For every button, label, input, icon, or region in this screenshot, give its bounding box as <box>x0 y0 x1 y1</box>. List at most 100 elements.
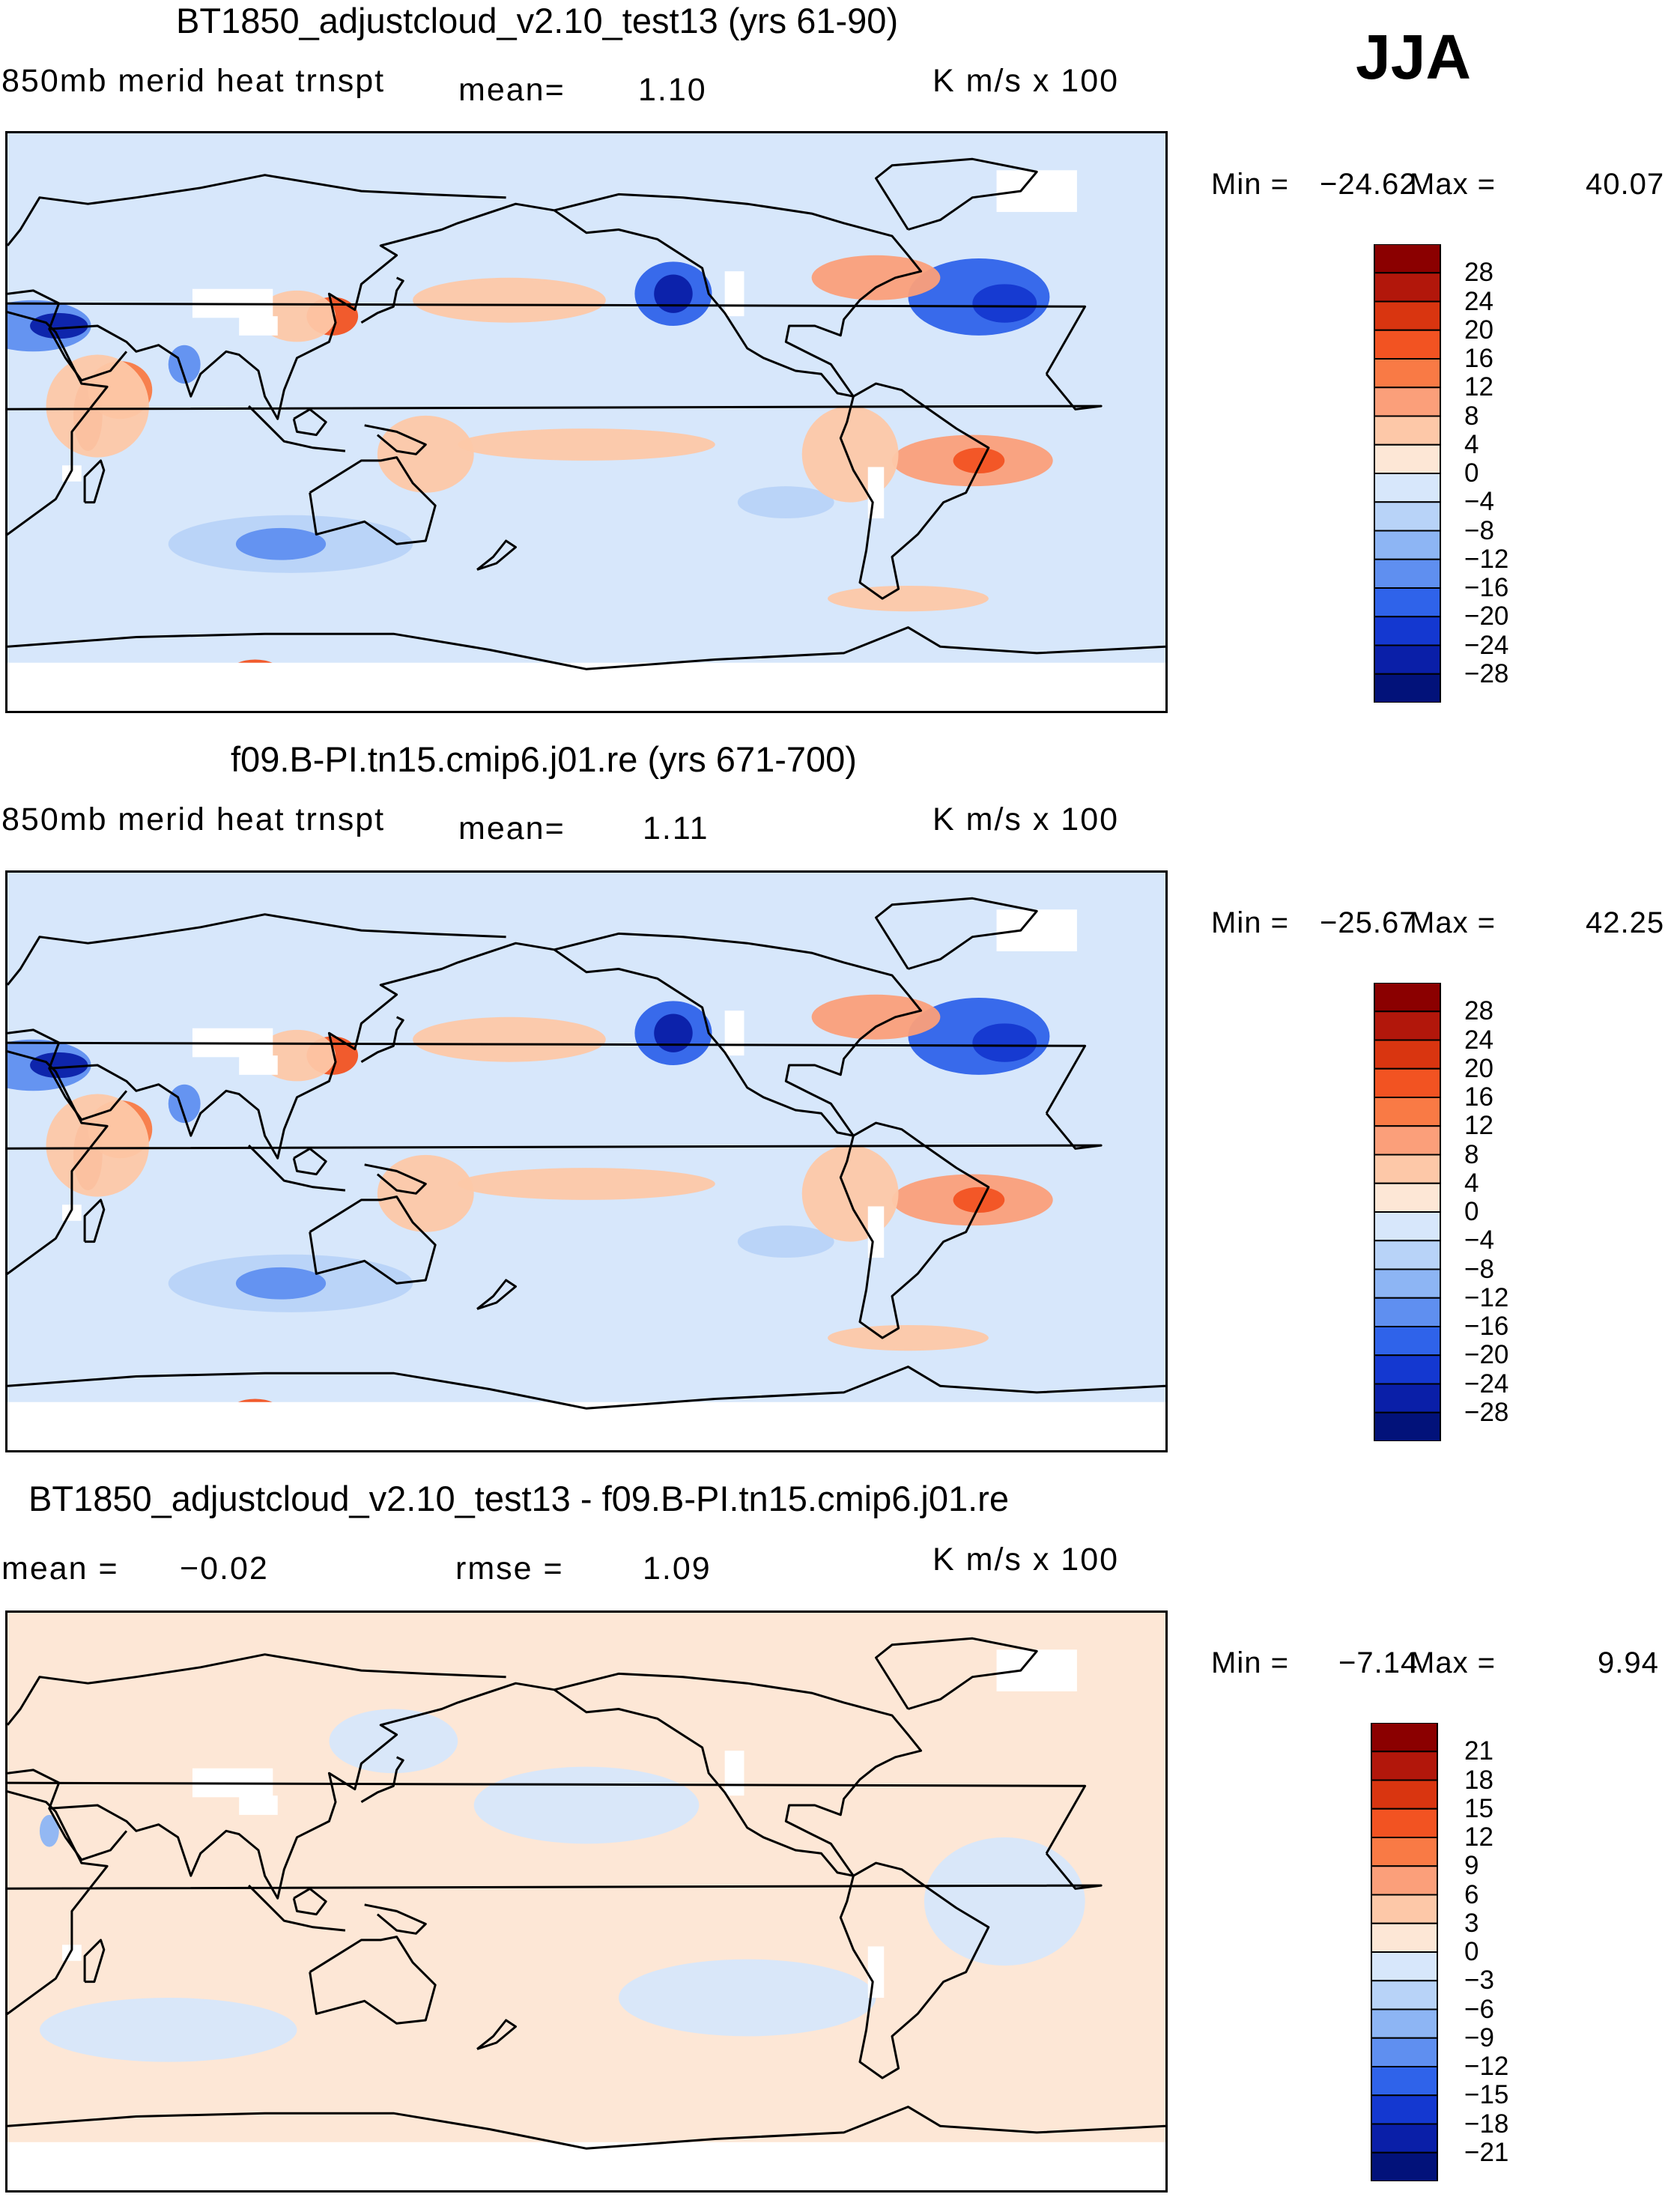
contour-region <box>473 1766 700 1844</box>
coastline <box>292 1147 327 1176</box>
coastline <box>364 1163 427 1195</box>
colorbar-bin <box>1371 1723 1438 1753</box>
colorbar-bin <box>1374 329 1441 360</box>
colorbar-level-label: 28 <box>1464 996 1493 1026</box>
colorbar-bin <box>1371 2066 1438 2097</box>
colorbar-level-label: −16 <box>1464 573 1509 602</box>
colorbar-level-label: 16 <box>1464 344 1493 373</box>
panel3-units: K m/s x 100 <box>933 1542 1120 1578</box>
colorbar-level-label: 28 <box>1464 258 1493 288</box>
colorbar-bin <box>1374 530 1441 560</box>
colorbar-level-label: −8 <box>1464 515 1494 545</box>
missing-data-region <box>996 170 1077 212</box>
colorbar-bin <box>1371 1980 1438 2010</box>
panel1-units: K m/s x 100 <box>933 63 1120 99</box>
coastline <box>554 1688 854 1877</box>
colorbar-level-label: 12 <box>1464 1111 1493 1141</box>
colorbar-bin <box>1374 558 1441 589</box>
missing-data-region <box>996 909 1077 951</box>
panel1-mean-value: 1.10 <box>638 72 707 108</box>
contour-region <box>972 284 1037 323</box>
contour-region <box>458 428 715 461</box>
missing-data-region <box>724 271 745 317</box>
colorbar-bin <box>1374 616 1441 646</box>
contour-region <box>329 1709 458 1774</box>
colorbar-bin <box>1374 1268 1441 1299</box>
colorbar-bin <box>1374 1182 1441 1213</box>
colorbar-level-label: −28 <box>1464 1397 1509 1427</box>
colorbar-level-label: −24 <box>1464 630 1509 660</box>
colorbar-level-label: −18 <box>1464 2109 1509 2139</box>
contour-region <box>30 312 88 339</box>
contour-region <box>235 1267 327 1300</box>
panel3-colorbar <box>1371 1723 1438 2181</box>
colorbar-level-label: 24 <box>1464 286 1493 316</box>
colorbar-level-label: −20 <box>1464 1340 1509 1370</box>
contour-region <box>168 345 201 384</box>
colorbar-bin <box>1371 1779 1438 1810</box>
colorbar-level-label: −15 <box>1464 2080 1509 2110</box>
colorbar-bin <box>1374 1097 1441 1127</box>
panel1-map <box>5 131 1168 713</box>
colorbar-level-label: 9 <box>1464 1851 1479 1881</box>
colorbar-bin <box>1374 1326 1441 1357</box>
panel1-max-value: 40.07 <box>1586 168 1665 201</box>
coastline <box>48 1067 128 1121</box>
coastline <box>83 1939 106 1984</box>
coastline <box>7 302 1103 536</box>
coastline <box>554 1672 923 1877</box>
colorbar-bin <box>1374 1411 1441 1441</box>
colorbar-bin <box>1374 1240 1441 1270</box>
colorbar-bin <box>1374 473 1441 503</box>
coastline <box>875 1637 1038 1710</box>
coastline <box>875 897 1038 970</box>
coastline <box>364 1903 427 1935</box>
colorbar-bin <box>1374 1125 1441 1156</box>
coastline <box>839 1861 990 2079</box>
coastline <box>364 424 427 455</box>
panel2-colorbar <box>1374 983 1441 1441</box>
coastline <box>839 382 990 600</box>
colorbar-level-label: 0 <box>1464 458 1479 488</box>
colorbar-level-label: −21 <box>1464 2137 1509 2167</box>
panel3-rmse-value: 1.09 <box>643 1551 712 1587</box>
panel3-map <box>5 1610 1168 2193</box>
coastline <box>7 1781 1103 2015</box>
colorbar-bin <box>1374 272 1441 303</box>
missing-data-region <box>996 1649 1077 1691</box>
colorbar-bin <box>1371 2151 1438 2181</box>
contour-region <box>972 1023 1037 1062</box>
contour-region <box>413 277 606 323</box>
colorbar-bin <box>1371 1837 1438 1867</box>
colorbar-level-label: −20 <box>1464 601 1509 631</box>
season-label: JJA <box>1356 22 1472 92</box>
colorbar-bin <box>1374 1039 1441 1070</box>
panel2-min-value: −25.67 <box>1320 906 1417 939</box>
coastline <box>554 209 854 398</box>
contour-region <box>811 255 941 300</box>
panel3-rmse-label: rmse = <box>455 1551 564 1587</box>
contour-region <box>413 1016 606 1062</box>
panel3-max-value: 9.94 <box>1598 1646 1659 1679</box>
colorbar-bin <box>1374 300 1441 331</box>
panel1-mean-label: mean= <box>458 72 565 108</box>
contour-region <box>46 354 149 458</box>
missing-data-region <box>239 1796 278 1815</box>
colorbar-bin <box>1371 1951 1438 1982</box>
colorbar-level-label: −16 <box>1464 1312 1509 1341</box>
colorbar-level-label: 4 <box>1464 1168 1479 1198</box>
colorbar-bin <box>1371 2094 1438 2125</box>
colorbar-bin <box>1371 1922 1438 1953</box>
coastline <box>7 1682 555 1900</box>
panel3-max-label: Max = <box>1410 1646 1496 1679</box>
missing-data-region <box>867 1206 885 1258</box>
coastline <box>83 1199 106 1243</box>
contour-region <box>377 1154 474 1232</box>
coastline <box>476 1279 517 1310</box>
colorbar-bin <box>1374 1354 1441 1385</box>
contour-region <box>168 1084 201 1124</box>
coastline <box>292 407 327 437</box>
colorbar-level-label: 3 <box>1464 1908 1479 1938</box>
colorbar-bin <box>1371 2123 1438 2154</box>
contour-region <box>811 994 941 1040</box>
